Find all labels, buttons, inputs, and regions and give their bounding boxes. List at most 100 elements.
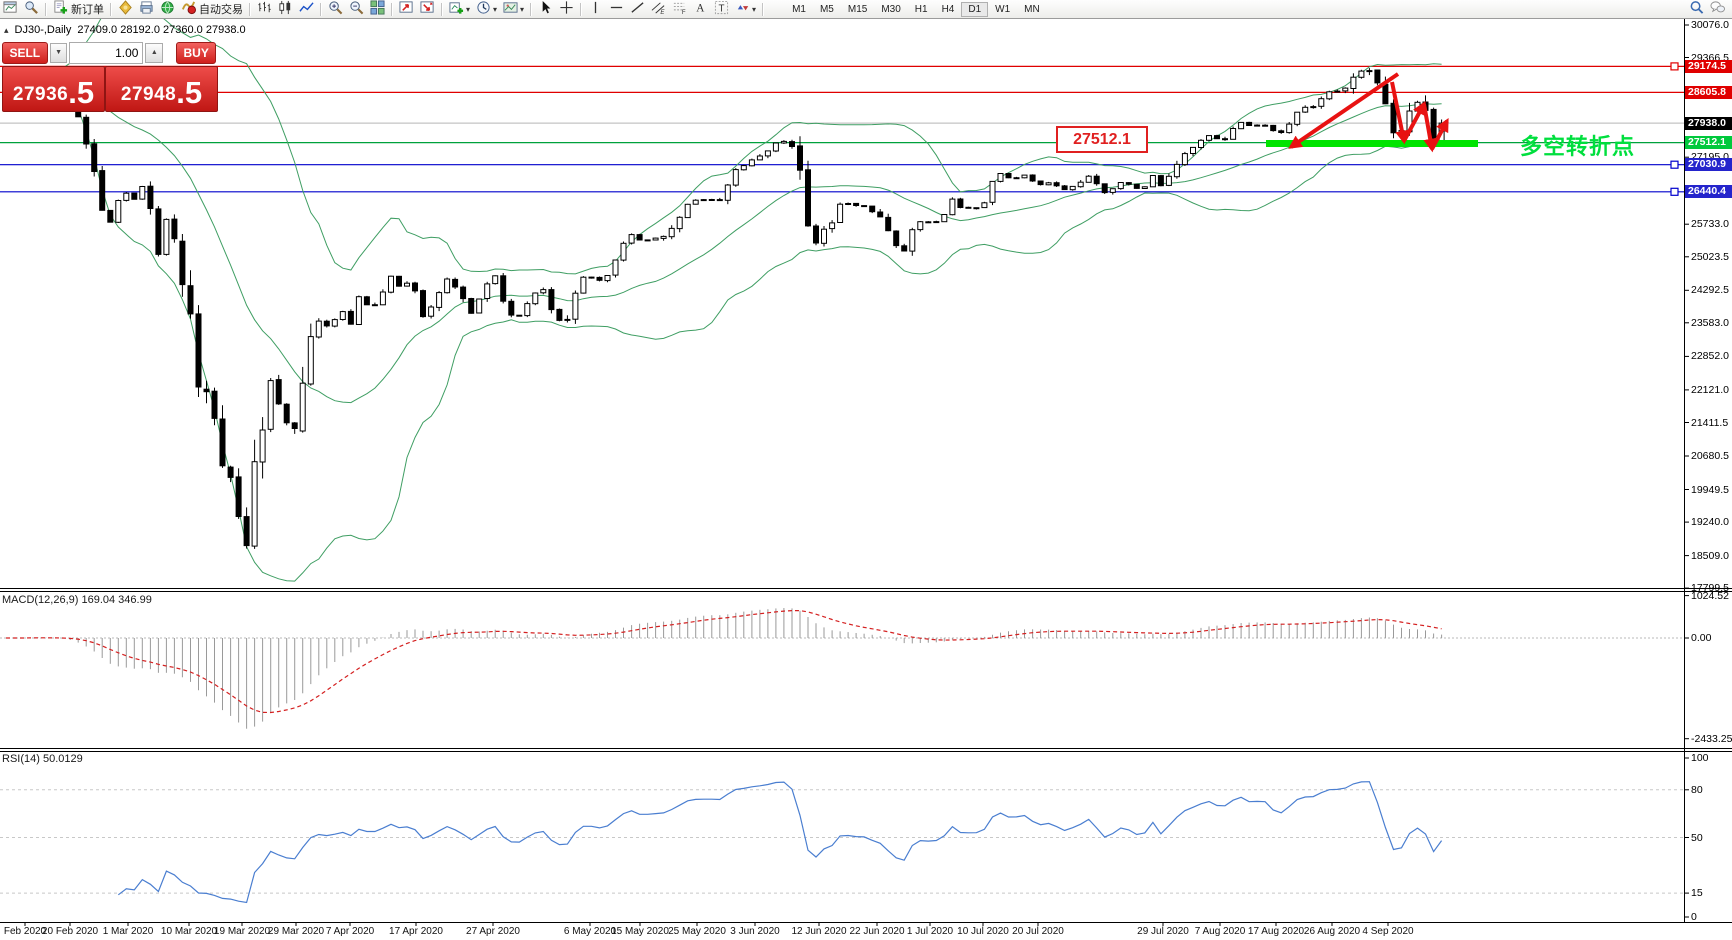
chart-window-icon (3, 0, 18, 18)
channel-tool-button[interactable]: E (648, 1, 669, 17)
trend-arrow-annotation[interactable] (1390, 81, 1409, 145)
price-axis-tick-label: 25733.0 (1691, 218, 1729, 231)
vertical-line-tool-button[interactable] (585, 1, 606, 17)
oct-collapse-icon[interactable]: ▴ (4, 24, 9, 35)
search-button[interactable] (1686, 1, 1707, 17)
label-tool-button[interactable]: T (711, 0, 732, 17)
macd-axis-tick-label: 1024.52 (1691, 589, 1729, 602)
toolbar-separator (249, 2, 251, 16)
date-axis-label: 1 Jul 2020 (906, 926, 954, 937)
rsi-axis-tick-label: 50 (1691, 831, 1703, 844)
zoom-in-button[interactable] (325, 1, 346, 17)
volume-input[interactable] (69, 41, 144, 64)
line-chart-button[interactable] (296, 1, 317, 17)
trend-arrow-annotation[interactable] (1430, 118, 1449, 150)
pane-a-icon (399, 0, 414, 18)
price-level-badge[interactable]: 27512.1 (1685, 136, 1732, 150)
price-level-badge[interactable]: 27938.0 (1685, 116, 1732, 130)
timeframe-m15[interactable]: M15 (847, 3, 868, 15)
price-level-badge[interactable]: 27030.9 (1685, 158, 1732, 172)
sell-price-frac: .5 (68, 75, 95, 110)
indicators-button[interactable]: ▾ (446, 1, 473, 17)
periods-button[interactable]: ▾ (473, 1, 500, 17)
cursor-tool-button[interactable] (535, 0, 556, 17)
turning-point-annotation[interactable]: 多空转折点 (1520, 134, 1636, 159)
hline-icon (609, 0, 624, 18)
buy-price-quote[interactable]: 27948 .5 (105, 66, 218, 112)
gold-seal-icon (118, 0, 133, 18)
shapes-tool-button[interactable]: ▾ (732, 1, 759, 17)
timeframe-toolbar: M1 M5 M15 M30 H1 H4 D1 W1 MN (785, 0, 1047, 18)
market-watch-button[interactable] (157, 1, 178, 17)
date-axis-label: 10 Jul 2020 (957, 926, 1009, 937)
line-drag-handle[interactable] (1670, 187, 1679, 196)
macd-pane-splitter-line (0, 591, 1732, 592)
buy-button[interactable]: BUY (176, 41, 216, 64)
timeframe-d1[interactable]: D1 (961, 1, 989, 17)
clock-icon (476, 0, 491, 18)
chat-button[interactable] (1707, 1, 1728, 17)
shapes-icon (735, 0, 750, 18)
date-axis-label: 4 Sep 2020 (1362, 926, 1414, 937)
sell-button[interactable]: SELL (2, 41, 48, 64)
cascade-windows-button[interactable] (417, 1, 438, 17)
timeframe-h4[interactable]: H4 (941, 3, 955, 15)
text-tool-button[interactable]: A (690, 1, 711, 17)
trend-arrow-annotation[interactable] (1288, 72, 1400, 149)
new-chart-button[interactable] (0, 1, 21, 17)
timeframe-m1[interactable]: M1 (792, 3, 806, 15)
templates-button[interactable]: ▾ (500, 1, 527, 17)
toolbar-right-icons (1686, 1, 1732, 17)
fibonacci-tool-button[interactable]: F (669, 1, 690, 17)
price-note-box[interactable]: 27512.1 (1056, 126, 1148, 153)
metaeditor-button[interactable] (136, 1, 157, 17)
new-order-button[interactable]: 新订单 (50, 0, 107, 18)
rsi-axis-tick-label: 80 (1691, 783, 1703, 796)
doc-plus-icon (53, 0, 68, 18)
line-drag-handle[interactable] (1670, 160, 1679, 169)
bollinger-middle-band (38, 72, 1442, 404)
price-axis-tick-label: 25023.5 (1691, 250, 1729, 263)
trend-arrow-annotation[interactable] (1422, 103, 1437, 153)
chart-header: ▴ DJ30-,Daily 27409.0 28192.0 27360.0 27… (4, 24, 246, 36)
zoom-out-button[interactable] (346, 1, 367, 17)
chart-profiles-button[interactable] (21, 1, 42, 17)
trend-arrow-annotation[interactable] (1402, 101, 1426, 142)
price-level-badge[interactable]: 28605.8 (1685, 85, 1732, 99)
arrange-windows-button[interactable] (396, 1, 417, 17)
timeframe-w1[interactable]: W1 (995, 3, 1011, 15)
toolbar-separator (441, 2, 443, 16)
sell-price-quote[interactable]: 27936 .5 (2, 66, 105, 112)
chevron-down-icon[interactable]: ▾ (752, 4, 757, 14)
trendline-tool-button[interactable] (627, 1, 648, 17)
timeframe-m5[interactable]: M5 (819, 3, 834, 15)
bar-chart-button[interactable] (254, 1, 275, 17)
candle-chart-button[interactable] (275, 0, 296, 17)
rsi-pane-splitter[interactable] (0, 748, 1732, 749)
support-band-annotation[interactable] (1266, 140, 1478, 147)
chevron-down-icon[interactable]: ▾ (493, 4, 498, 14)
price-axis-tick-label: 30076.0 (1691, 19, 1729, 31)
chevron-down-icon[interactable]: ▾ (520, 4, 525, 14)
volume-decrease-button[interactable]: ▼ (49, 42, 68, 63)
macd-pane-splitter[interactable] (0, 588, 1732, 589)
price-level-badge[interactable]: 29174.5 (1685, 59, 1732, 73)
autotrading-button[interactable]: 自动交易 (178, 1, 246, 17)
volume-increase-button[interactable]: ▲ (145, 42, 164, 63)
timeframe-h1[interactable]: H1 (914, 3, 928, 15)
timeframe-m30[interactable]: M30 (881, 3, 901, 15)
line-drag-handle[interactable] (1670, 62, 1679, 71)
date-axis-label: 12 Jun 2020 (791, 926, 847, 937)
pane-b-icon (420, 0, 435, 18)
chevron-down-icon[interactable]: ▾ (466, 4, 471, 14)
date-axis-separator (0, 922, 1732, 923)
tiles-icon (370, 0, 385, 18)
tile-windows-button[interactable] (367, 0, 388, 18)
crosshair-tool-button[interactable] (556, 1, 577, 17)
price-level-badge[interactable]: 26440.4 (1685, 185, 1732, 199)
timeframe-mn[interactable]: MN (1024, 3, 1040, 15)
horizontal-line-tool-button[interactable] (606, 1, 627, 17)
mql-community-button[interactable] (115, 0, 136, 18)
